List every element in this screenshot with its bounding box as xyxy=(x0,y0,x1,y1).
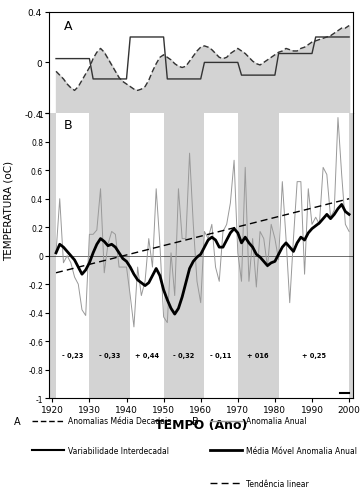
Text: Tendência linear: Tendência linear xyxy=(246,479,309,488)
Text: B: B xyxy=(64,118,72,131)
Bar xyxy=(56,114,89,398)
Bar xyxy=(204,114,238,398)
Bar xyxy=(130,114,163,398)
Text: Anomalia Anual: Anomalia Anual xyxy=(246,416,306,425)
Text: + 016: + 016 xyxy=(247,353,269,359)
Text: A: A xyxy=(64,20,72,33)
Text: Anomalias Média Decadais: Anomalias Média Decadais xyxy=(68,416,171,425)
Text: B: B xyxy=(193,416,199,426)
X-axis label: TEMPO (Ano): TEMPO (Ano) xyxy=(154,418,247,431)
Bar xyxy=(167,114,201,398)
Text: TEMPERATURA (oC): TEMPERATURA (oC) xyxy=(4,160,14,261)
Text: - 0,23: - 0,23 xyxy=(62,353,84,359)
Bar xyxy=(279,114,349,398)
Text: - 0,33: - 0,33 xyxy=(99,353,121,359)
Text: Variabilidade Interdecadal: Variabilidade Interdecadal xyxy=(68,446,169,455)
Text: - 0,32: - 0,32 xyxy=(173,353,195,359)
Bar xyxy=(242,114,275,398)
Bar xyxy=(93,114,126,398)
Text: + 0,25: + 0,25 xyxy=(302,353,326,359)
Text: A: A xyxy=(14,416,21,426)
Text: - 0,11: - 0,11 xyxy=(210,353,232,359)
Text: Média Móvel Anomalia Anual: Média Móvel Anomalia Anual xyxy=(246,446,357,455)
Text: + 0,44: + 0,44 xyxy=(135,353,159,359)
